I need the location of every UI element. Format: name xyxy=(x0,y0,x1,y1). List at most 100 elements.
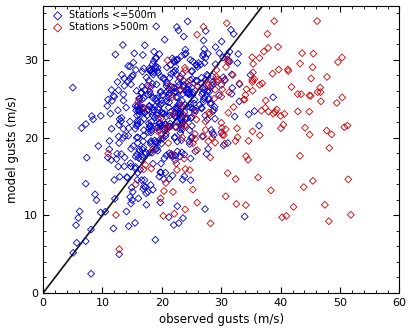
Stations <=500m xyxy=(106,138,113,144)
Stations >500m xyxy=(213,74,220,79)
Stations >500m xyxy=(229,72,236,78)
Stations <=500m xyxy=(145,126,152,131)
Stations <=500m xyxy=(166,87,173,92)
Stations <=500m xyxy=(97,210,104,215)
Stations >500m xyxy=(265,45,272,50)
Stations <=500m xyxy=(182,102,189,108)
Stations <=500m xyxy=(175,104,181,110)
Stations <=500m xyxy=(209,83,215,88)
Stations >500m xyxy=(288,84,295,90)
Stations <=500m xyxy=(158,110,165,115)
Stations >500m xyxy=(200,24,207,30)
Stations <=500m xyxy=(251,109,258,114)
Stations <=500m xyxy=(207,85,214,90)
Stations >500m xyxy=(302,125,308,130)
Stations >500m xyxy=(154,128,161,133)
Stations <=500m xyxy=(148,127,154,133)
Stations <=500m xyxy=(196,102,203,108)
Stations <=500m xyxy=(202,55,209,60)
Stations >500m xyxy=(285,67,291,72)
Stations <=500m xyxy=(138,119,144,124)
Stations <=500m xyxy=(173,57,180,62)
Stations <=500m xyxy=(132,166,138,171)
Stations <=500m xyxy=(157,102,164,107)
Stations <=500m xyxy=(147,68,154,73)
Stations >500m xyxy=(341,124,348,130)
Stations >500m xyxy=(225,110,232,116)
Stations <=500m xyxy=(159,122,166,127)
Stations <=500m xyxy=(171,59,178,64)
Stations <=500m xyxy=(178,110,184,115)
Stations <=500m xyxy=(146,66,152,71)
Stations >500m xyxy=(213,67,220,73)
Stations <=500m xyxy=(218,39,225,44)
Stations <=500m xyxy=(168,84,175,89)
Stations <=500m xyxy=(152,140,159,145)
Stations >500m xyxy=(262,105,269,111)
Stations <=500m xyxy=(116,140,122,146)
Stations <=500m xyxy=(150,187,156,192)
Stations <=500m xyxy=(177,88,184,93)
Stations <=500m xyxy=(179,98,185,104)
Stations >500m xyxy=(278,125,284,131)
Stations >500m xyxy=(219,87,225,92)
Stations <=500m xyxy=(171,90,177,95)
Stations <=500m xyxy=(204,72,210,77)
Stations <=500m xyxy=(135,155,142,160)
Stations <=500m xyxy=(209,130,216,135)
Stations <=500m xyxy=(144,83,151,88)
Stations <=500m xyxy=(208,127,214,132)
Stations <=500m xyxy=(141,42,148,48)
Stations >500m xyxy=(182,123,189,128)
Stations <=500m xyxy=(125,79,131,84)
Stations <=500m xyxy=(154,113,160,118)
Stations <=500m xyxy=(150,72,157,77)
Stations <=500m xyxy=(159,110,165,116)
Stations <=500m xyxy=(162,122,169,127)
Stations <=500m xyxy=(134,113,140,118)
Stations >500m xyxy=(190,187,196,192)
Stations <=500m xyxy=(170,70,177,75)
Stations >500m xyxy=(257,133,263,138)
Stations <=500m xyxy=(111,94,118,99)
Stations <=500m xyxy=(155,107,162,112)
Stations >500m xyxy=(223,64,229,70)
Stations <=500m xyxy=(140,105,146,110)
Stations >500m xyxy=(241,97,248,102)
Stations <=500m xyxy=(134,177,140,183)
Stations <=500m xyxy=(125,133,131,138)
Stations <=500m xyxy=(191,101,197,106)
Stations <=500m xyxy=(166,176,173,182)
Stations <=500m xyxy=(141,178,148,183)
Stations >500m xyxy=(256,55,263,61)
Stations <=500m xyxy=(176,82,182,88)
Stations <=500m xyxy=(211,107,218,113)
Stations <=500m xyxy=(190,92,196,98)
Stations <=500m xyxy=(180,120,186,125)
Stations <=500m xyxy=(147,139,154,145)
Stations <=500m xyxy=(115,108,121,113)
Stations <=500m xyxy=(173,89,179,95)
Stations >500m xyxy=(265,109,272,114)
Stations <=500m xyxy=(189,85,195,90)
Stations <=500m xyxy=(143,191,150,196)
Stations <=500m xyxy=(191,97,198,103)
Stations <=500m xyxy=(130,143,136,149)
Stations <=500m xyxy=(165,95,171,100)
Stations <=500m xyxy=(129,72,136,78)
Stations <=500m xyxy=(180,82,187,88)
Stations <=500m xyxy=(105,155,111,160)
Stations <=500m xyxy=(155,105,162,110)
Stations >500m xyxy=(307,132,313,137)
Stations >500m xyxy=(298,92,304,97)
Stations <=500m xyxy=(177,130,184,135)
Stations >500m xyxy=(314,19,321,24)
Stations <=500m xyxy=(184,90,191,96)
Stations <=500m xyxy=(157,90,164,95)
Stations >500m xyxy=(200,134,207,139)
Stations <=500m xyxy=(152,63,159,69)
Stations <=500m xyxy=(98,113,104,119)
Stations >500m xyxy=(270,111,276,116)
Stations <=500m xyxy=(199,106,205,111)
Stations <=500m xyxy=(145,129,152,135)
